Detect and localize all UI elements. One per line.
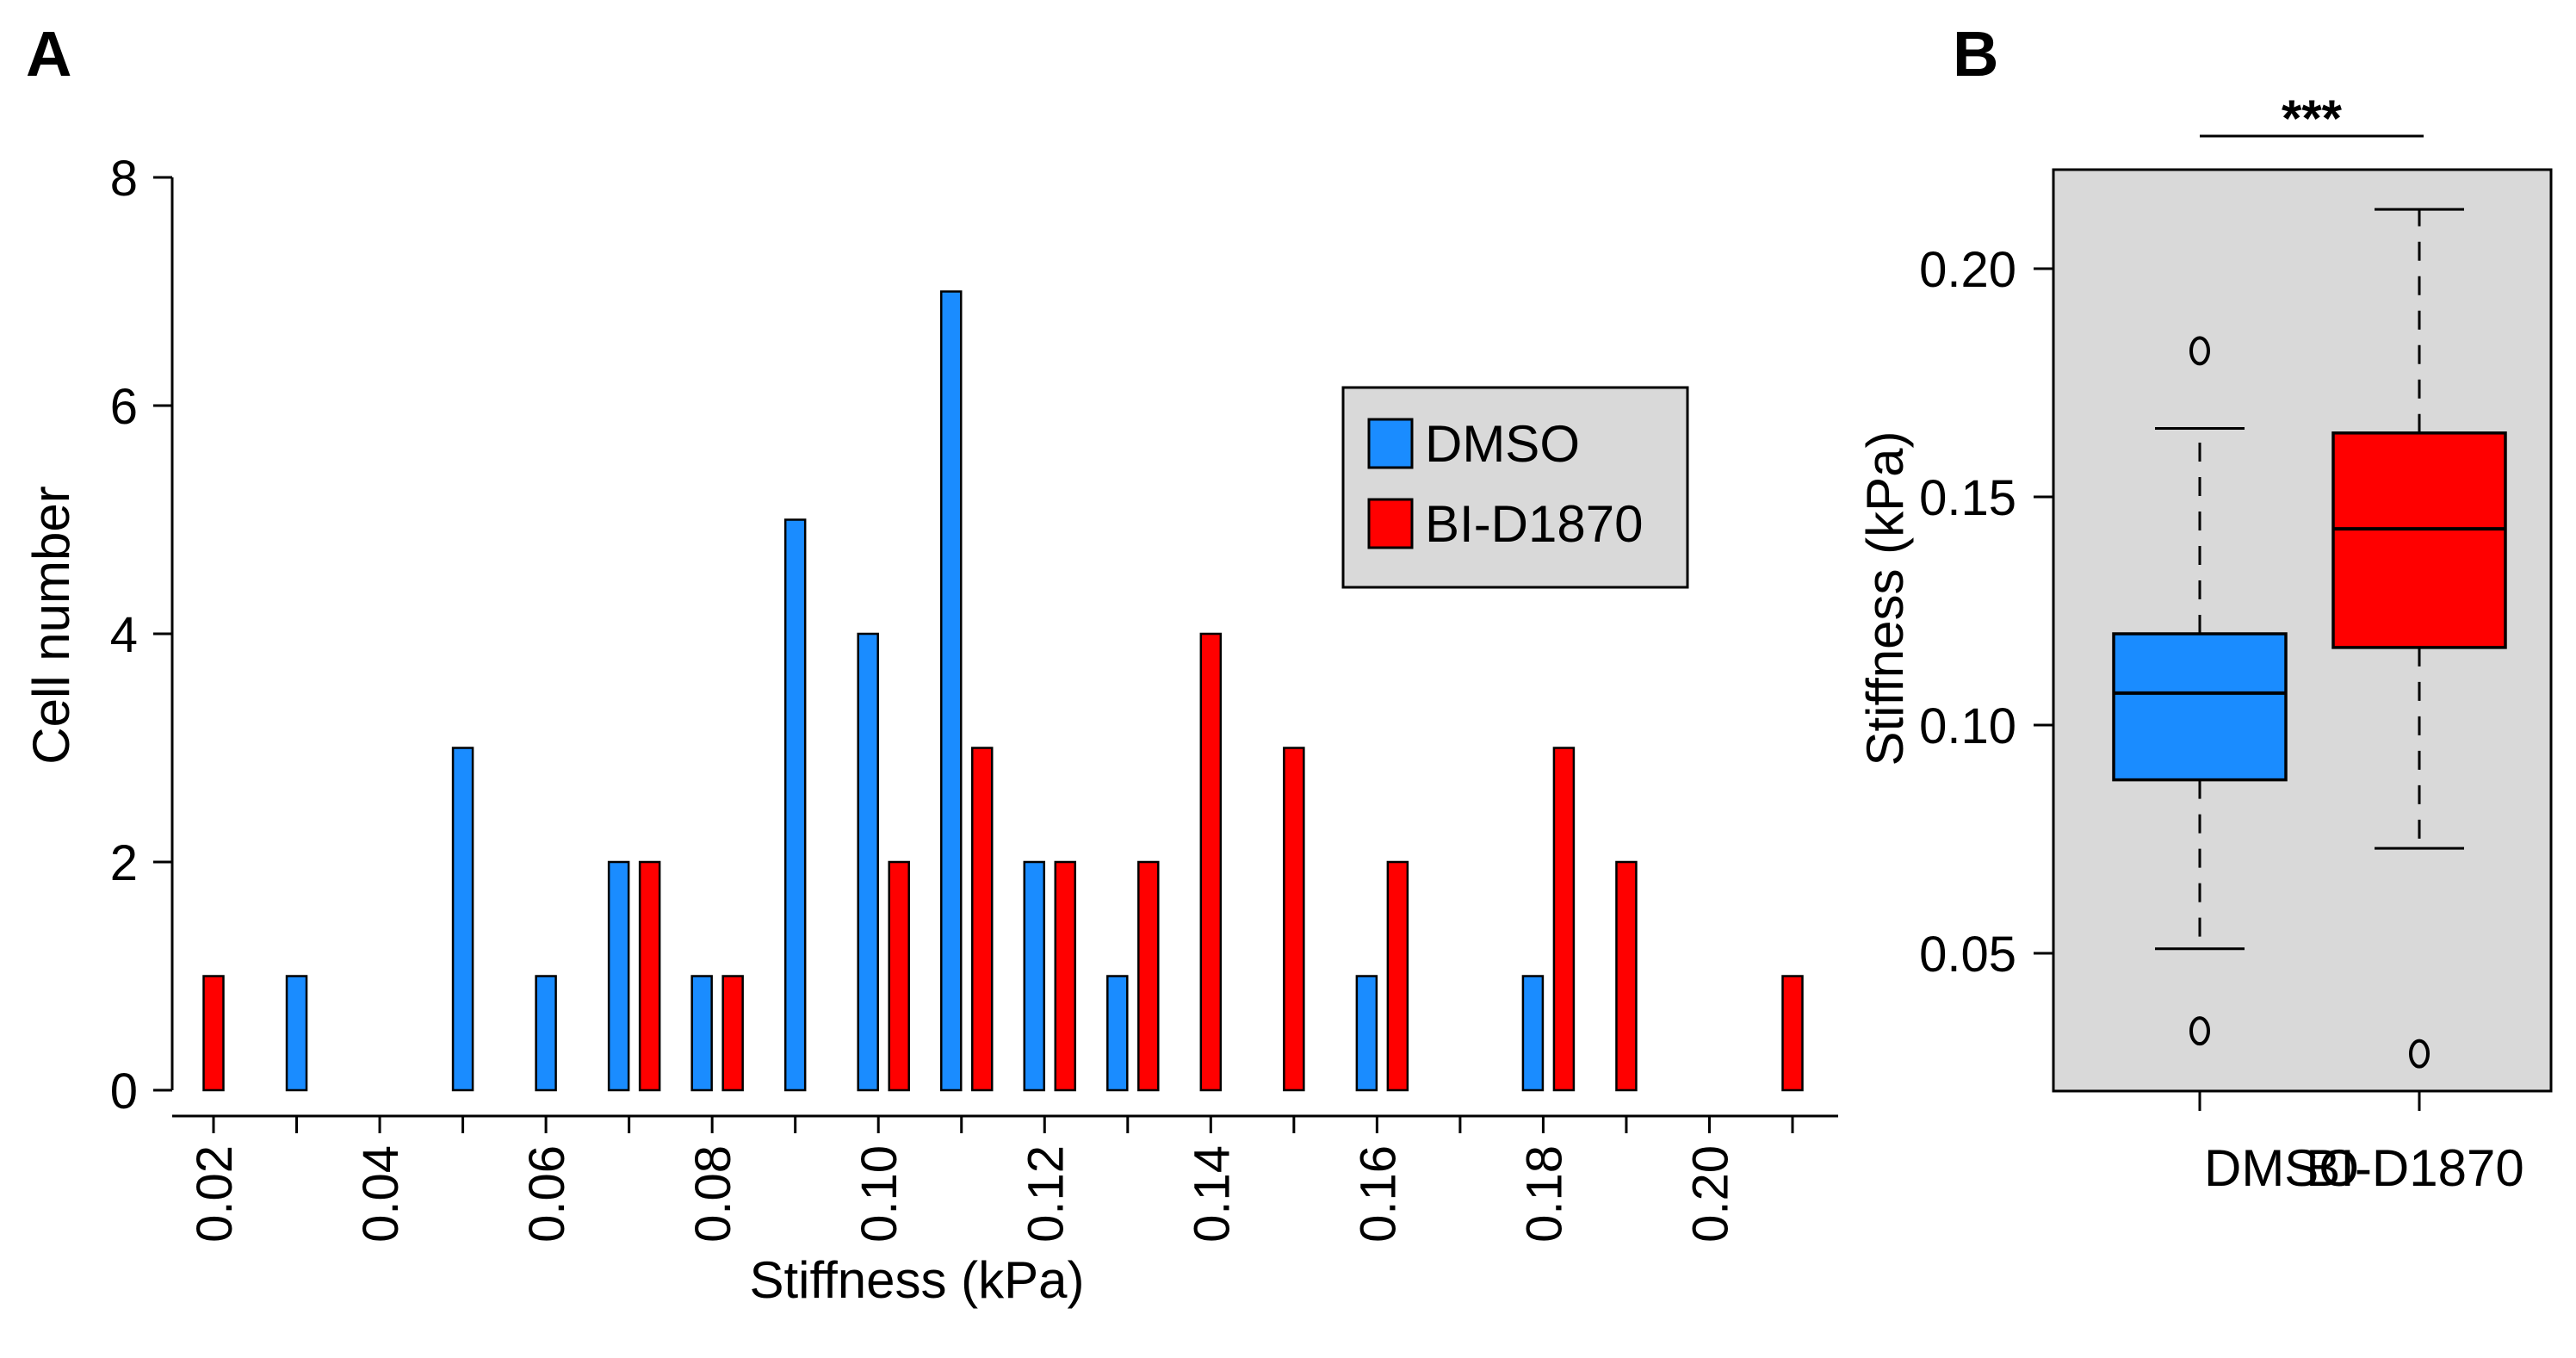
y-tick-label: 4 [110, 607, 138, 663]
bar-dmso-0.13 [1106, 975, 1129, 1092]
category-label-dmso: DMSO [2204, 1139, 2359, 1197]
bar-bi-d1870-0.13 [1137, 860, 1160, 1092]
bar-dmso-0.03 [285, 975, 308, 1092]
bar-bi-d1870-0.10 [888, 860, 910, 1092]
bar-bi-d1870-0.12 [1054, 860, 1077, 1092]
outlier-dmso [2189, 336, 2210, 366]
legend-label-bi-d1870: BI-D1870 [1425, 495, 1643, 553]
x-tick-label: 0.14 [1184, 1145, 1240, 1243]
legend-label-dmso: DMSO [1425, 415, 1580, 473]
bar-dmso-0.06 [535, 975, 557, 1092]
bar-bi-d1870-0.15 [1283, 747, 1305, 1092]
bar-dmso-0.07 [607, 860, 630, 1092]
x-tick-label: 0.18 [1516, 1145, 1572, 1243]
boxplot-marks [2112, 208, 2507, 1069]
x-tick-label: 0.06 [519, 1145, 575, 1243]
y-axis-title: Cell number [22, 486, 80, 764]
bar-bi-d1870-0.08 [721, 975, 744, 1092]
box-bi-d1870 [2331, 431, 2507, 649]
bar-bi-d1870-0.11 [970, 747, 994, 1092]
histogram-bars [202, 290, 1804, 1092]
x-tick-label: 0.04 [353, 1145, 409, 1243]
bar-bi-d1870-0.07 [638, 860, 661, 1092]
x-axis-title: Stiffness (kPa) [749, 1251, 1084, 1309]
bar-dmso-0.16 [1355, 975, 1378, 1092]
boxplot-y-tick-label: 0.10 [1919, 698, 2016, 754]
bar-bi-d1870-0.02 [202, 975, 225, 1092]
x-tick-label: 0.20 [1682, 1145, 1738, 1243]
y-tick-label: 0 [110, 1063, 138, 1119]
bar-dmso-0.09 [783, 518, 807, 1092]
bar-dmso-0.05 [451, 747, 474, 1092]
x-tick-label: 0.02 [187, 1145, 243, 1243]
bar-dmso-0.11 [939, 290, 963, 1092]
outlier-bi-d1870 [2409, 1039, 2430, 1069]
bar-dmso-0.18 [1521, 975, 1545, 1092]
x-tick-label: 0.10 [851, 1145, 907, 1243]
x-tick-label: 0.12 [1018, 1145, 1074, 1243]
x-tick-label: 0.08 [685, 1145, 741, 1243]
boxplot-y-tick-label: 0.15 [1919, 470, 2016, 526]
boxplot-y-tick-label: 0.05 [1919, 927, 2016, 983]
significance-stars: *** [2282, 90, 2343, 147]
legend-swatch-dmso [1367, 418, 1414, 469]
bar-bi-d1870-0.21 [1781, 975, 1804, 1092]
bar-bi-d1870-0.14 [1199, 632, 1223, 1092]
bar-bi-d1870-0.16 [1386, 860, 1409, 1092]
bar-bi-d1870-0.18 [1552, 747, 1576, 1092]
histogram-axes: 0 2 4 6 8 0.02 0.04 0.06 0.08 0.10 0.12 0.14 0.16 0.1… [110, 151, 1838, 1243]
outlier-dmso [2189, 1016, 2210, 1046]
boxplot-y-axis-title: Stiffness (kPa) [1856, 431, 1914, 766]
category-label-bi-d1870: BI-D1870 [2306, 1139, 2523, 1197]
y-tick-label: 2 [110, 835, 138, 891]
x-tick-label: 0.16 [1350, 1145, 1406, 1243]
legend-swatch-bi-d1870 [1367, 498, 1414, 549]
panel-letter-b: B [1953, 18, 1998, 90]
y-tick-label: 8 [110, 151, 138, 207]
panel-letter-a: A [26, 18, 71, 90]
bar-dmso-0.10 [857, 632, 879, 1092]
box-dmso [2112, 632, 2288, 782]
bar-dmso-0.12 [1023, 860, 1046, 1092]
bar-bi-d1870-0.19 [1615, 860, 1638, 1092]
y-tick-label: 6 [110, 379, 138, 435]
boxplot-y-tick-label: 0.20 [1919, 242, 2016, 298]
legend: DMSO BI-D1870 [1341, 386, 1689, 589]
bar-dmso-0.08 [690, 975, 713, 1092]
